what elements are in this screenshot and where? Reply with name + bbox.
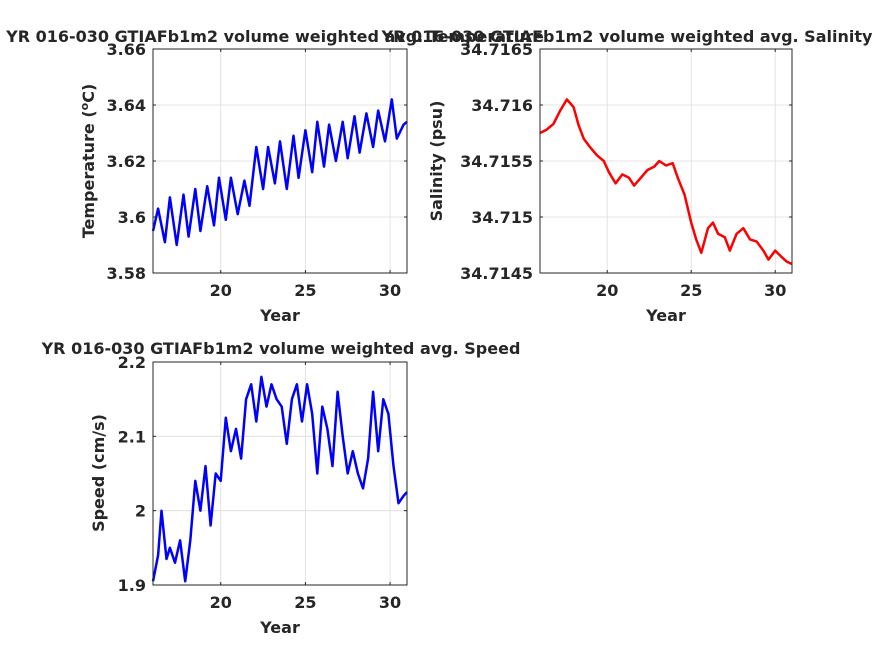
temperature-ylabel-unit: C) [79,84,98,103]
temperature-xtick-label: 25 [294,281,316,300]
salinity-ytick-label: 34.715 [471,208,533,227]
salinity-xlabel: Year [645,306,686,325]
temperature-ticks: 20 25 30 3.58 3.6 3.62 3.64 3.66 [107,40,407,300]
speed-axes-box [152,361,408,586]
salinity-ylabel: Salinity (psu) [427,101,446,222]
temperature-ylabel: Temperature (oC) [78,84,98,239]
salinity-series-line [539,98,793,266]
temperature-title: YR 016-030 GTIAFb1m2 volume weighted avg… [5,27,544,46]
speed-ytick-label: 1.9 [118,576,146,595]
salinity-xtick-label: 30 [764,281,786,300]
speed-panel: YR 016-030 GTIAFb1m2 volume weighted avg… [41,339,521,637]
temperature-ytick-label: 3.6 [118,208,146,227]
temperature-ytick-label: 3.64 [107,96,146,115]
temperature-xtick-label: 20 [210,281,232,300]
temperature-ylabel-main: Temperature ( [79,110,98,238]
temperature-xlabel: Year [259,306,300,325]
temperature-panel: YR 016-030 GTIAFb1m2 volume weighted avg… [5,27,544,325]
salinity-title: YR 016-030 GTIAFb1m2 volume weighted avg… [381,27,873,46]
salinity-xtick-label: 25 [680,281,702,300]
salinity-ytick-label: 34.716 [471,96,533,115]
speed-title: YR 016-030 GTIAFb1m2 volume weighted avg… [41,339,521,358]
speed-ytick-label: 2.2 [118,353,146,372]
speed-xtick-label: 30 [379,593,401,612]
salinity-panel: YR 016-030 GTIAFb1m2 volume weighted avg… [381,27,873,325]
speed-xtick-label: 25 [294,593,316,612]
speed-ytick-label: 2.1 [118,427,146,446]
salinity-ticks: 20 25 30 34.7145 34.715 34.7155 34.716 34.7165 [460,40,792,300]
speed-xlabel: Year [259,618,300,637]
salinity-xtick-label: 20 [596,281,618,300]
temperature-ytick-label: 3.58 [107,264,146,283]
salinity-ytick-label: 34.7165 [460,40,533,59]
speed-ylabel: Speed (cm/s) [89,414,108,532]
temperature-series-line [151,98,408,247]
temperature-ytick-label: 3.66 [107,40,146,59]
salinity-ytick-label: 34.7155 [460,152,533,171]
speed-series-line [151,375,408,583]
temperature-ylabel-degree: o [78,102,91,110]
salinity-ytick-label: 34.7145 [460,264,533,283]
speed-xtick-label: 20 [210,593,232,612]
speed-ticks: 20 25 30 1.9 2 2.1 2.2 [118,353,407,612]
speed-axes-area [153,362,407,585]
speed-ytick-label: 2 [135,502,146,521]
temperature-ytick-label: 3.62 [107,152,146,171]
temperature-xtick-label: 30 [379,281,401,300]
